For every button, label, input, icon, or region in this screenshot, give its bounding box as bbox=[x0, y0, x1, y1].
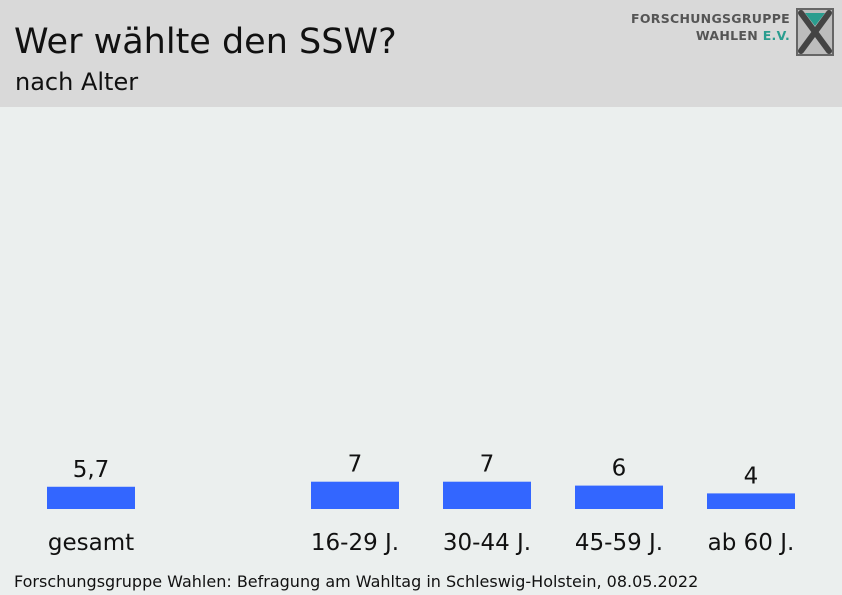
value-label-4: 4 bbox=[744, 463, 759, 489]
logo-ev: E.V. bbox=[762, 28, 790, 43]
category-label-2: 30-44 J. bbox=[443, 530, 531, 556]
bar-2 bbox=[443, 481, 531, 509]
chart-subtitle: nach Alter bbox=[15, 68, 139, 96]
header: Wer wählte den SSW? nach Alter FORSCHUNG… bbox=[0, 0, 842, 107]
bar-1 bbox=[311, 481, 399, 509]
bar-4 bbox=[707, 493, 795, 509]
value-label-0: 5,7 bbox=[73, 457, 110, 483]
logo-line-1: FORSCHUNGSGRUPPE bbox=[631, 11, 790, 26]
bar-chart: 5,7 gesamt 7 16-29 J. 7 30-44 J. 6 45-59 J. 4 ab … bbox=[47, 452, 795, 556]
logo-line-2: WAHLEN E.V. bbox=[631, 27, 790, 44]
category-label-3: 45-59 J. bbox=[575, 530, 663, 556]
value-label-3: 6 bbox=[612, 456, 627, 482]
value-label-1: 7 bbox=[348, 452, 363, 478]
logo-text: FORSCHUNGSGRUPPE WAHLEN E.V. bbox=[631, 10, 790, 44]
bar-3 bbox=[575, 485, 663, 509]
logo-wahlen: WAHLEN bbox=[695, 28, 759, 43]
logo-x-icon bbox=[796, 8, 834, 56]
source-note: Forschungsgruppe Wahlen: Befragung am Wa… bbox=[14, 572, 699, 591]
category-label-0: gesamt bbox=[48, 530, 134, 556]
category-label-1: 16-29 J. bbox=[311, 530, 399, 556]
value-label-2: 7 bbox=[480, 452, 495, 478]
chart-title: Wer wählte den SSW? bbox=[14, 22, 397, 62]
category-label-4: ab 60 J. bbox=[708, 530, 795, 556]
bar-0 bbox=[47, 486, 135, 509]
